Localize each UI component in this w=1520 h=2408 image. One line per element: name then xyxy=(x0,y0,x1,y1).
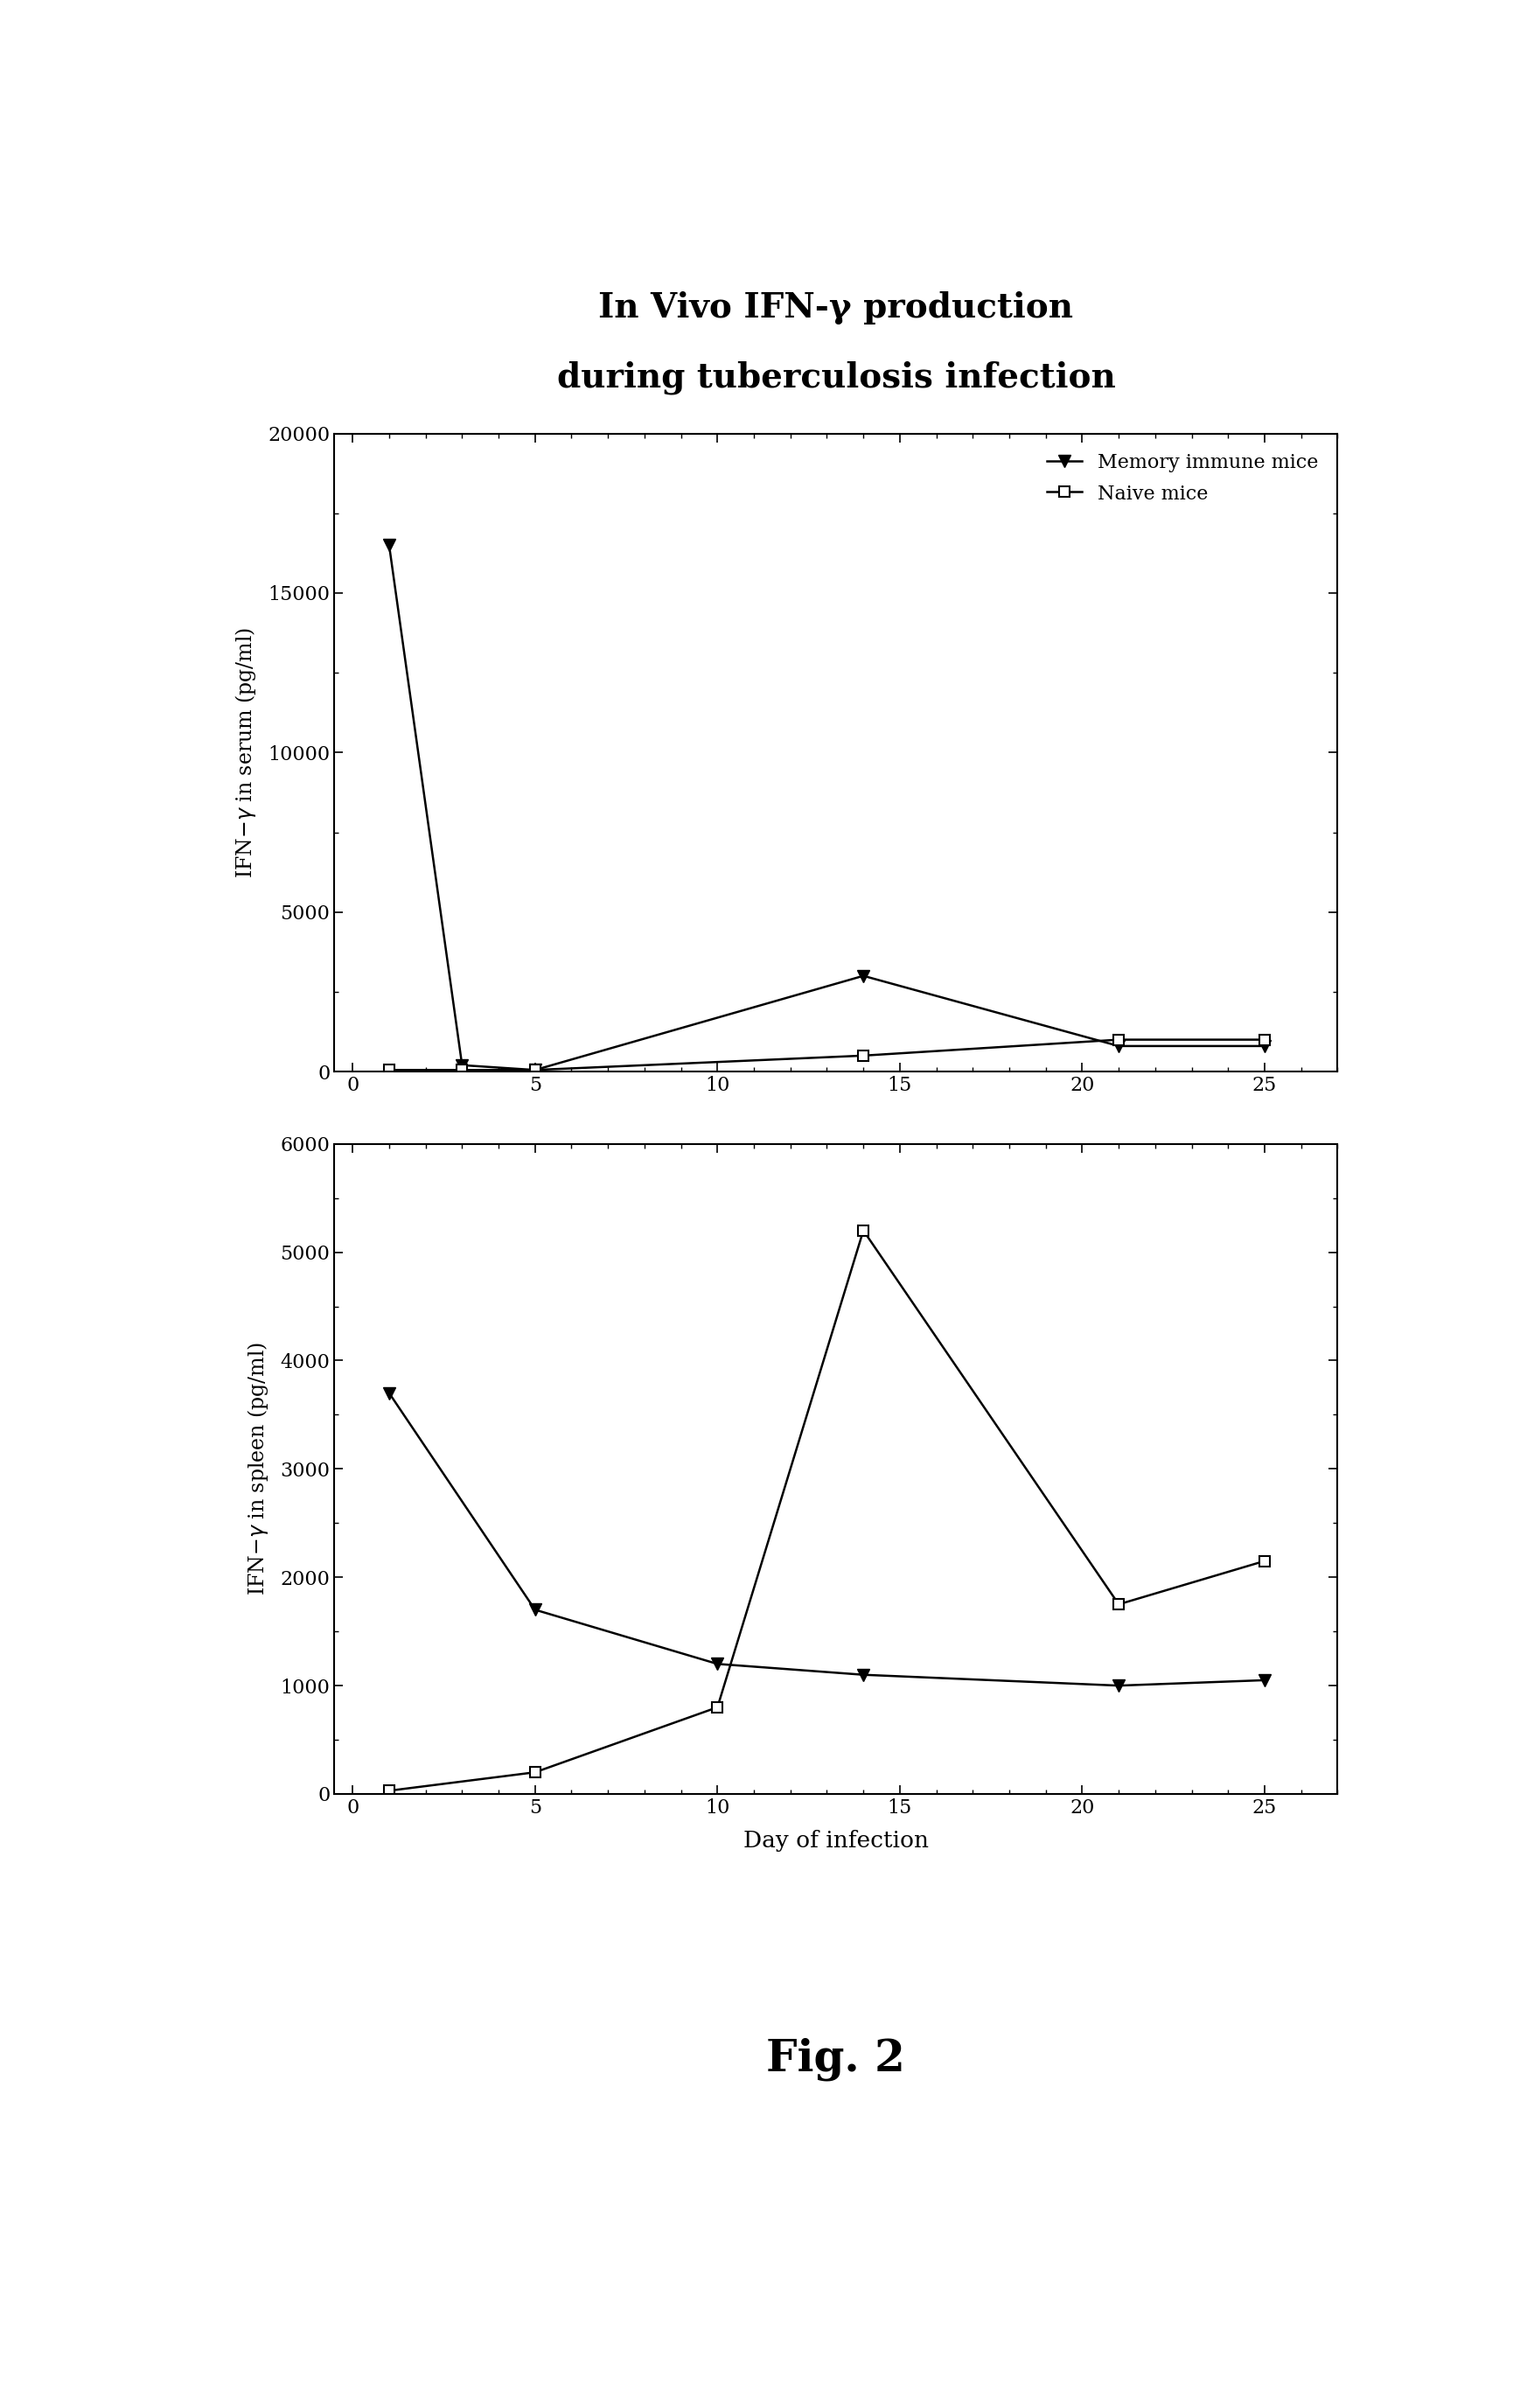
Naive mice xyxy=(1110,1026,1128,1055)
Memory immune mice xyxy=(854,961,872,990)
Line: Naive mice: Naive mice xyxy=(383,1033,1271,1076)
Text: during tuberculosis infection: during tuberculosis infection xyxy=(556,361,1116,395)
Naive mice xyxy=(453,1055,471,1084)
Naive mice xyxy=(854,1040,872,1069)
Naive mice xyxy=(526,1055,544,1084)
Y-axis label: IFN$-\gamma$ in spleen (pg/ml): IFN$-\gamma$ in spleen (pg/ml) xyxy=(246,1341,271,1597)
X-axis label: Day of infection: Day of infection xyxy=(743,1830,929,1852)
Naive mice xyxy=(380,1055,398,1084)
Line: Memory immune mice: Memory immune mice xyxy=(383,539,1271,1076)
Memory immune mice xyxy=(1256,1031,1274,1060)
Memory immune mice xyxy=(453,1050,471,1079)
Memory immune mice xyxy=(380,530,398,559)
Memory immune mice xyxy=(1110,1031,1128,1060)
Naive mice xyxy=(1256,1026,1274,1055)
Legend: Memory immune mice, Naive mice: Memory immune mice, Naive mice xyxy=(1037,443,1328,513)
Memory immune mice xyxy=(526,1055,544,1084)
Text: In Vivo IFN-γ production: In Vivo IFN-γ production xyxy=(599,291,1073,325)
Text: Fig. 2: Fig. 2 xyxy=(766,2037,906,2081)
Y-axis label: IFN$-\gamma$ in serum (pg/ml): IFN$-\gamma$ in serum (pg/ml) xyxy=(234,626,258,879)
